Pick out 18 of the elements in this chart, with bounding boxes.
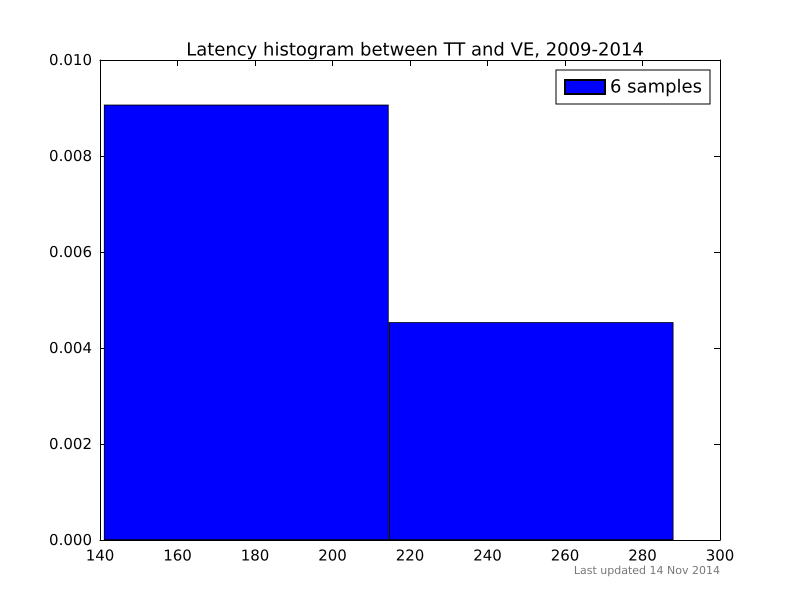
- x-tick-label: 180: [240, 546, 270, 564]
- x-tick-label: 280: [628, 546, 657, 564]
- x-tick-label: 200: [318, 546, 347, 564]
- x-tick-label: 240: [473, 546, 502, 564]
- x-tick-label: 300: [706, 546, 734, 564]
- y-tick-label: 0.004: [49, 339, 92, 357]
- x-tick-label: 260: [550, 546, 580, 564]
- x-tick-label: 140: [86, 546, 114, 564]
- y-tick-label: 0.000: [49, 531, 92, 549]
- legend-label: 6 samples: [610, 76, 702, 98]
- y-tick-label: 0.010: [49, 51, 92, 69]
- x-tick-label: 160: [163, 546, 192, 564]
- y-tick-label: 0.002: [49, 435, 92, 453]
- y-tick-label: 0.008: [49, 147, 92, 165]
- x-tick-label: 220: [396, 546, 424, 564]
- text: Last updated 14 Nov 2014: [574, 564, 720, 577]
- y-tick-label: 0.006: [49, 243, 92, 261]
- chart-title: Latency histogram between TT and VE, 2009-2014: [186, 40, 644, 60]
